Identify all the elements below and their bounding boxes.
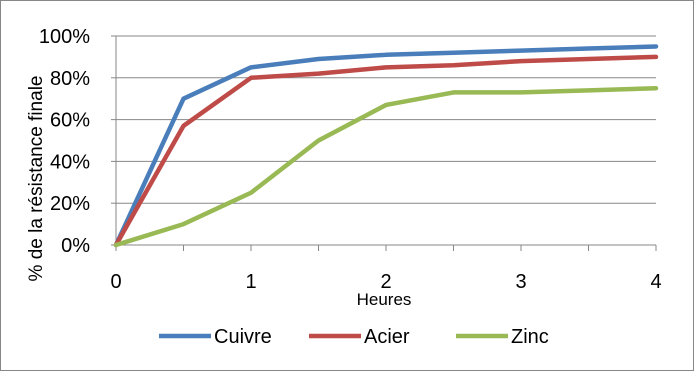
y-tick-label: 20% (50, 193, 90, 215)
y-tick-label: 80% (50, 68, 90, 90)
legend: Cuivre Acier Zinc (159, 326, 549, 348)
legend-label-cuivre: Cuivre (214, 326, 272, 348)
axes (111, 35, 657, 251)
legend-label-acier: Acier (364, 326, 410, 348)
x-tick-label: 1 (245, 271, 256, 293)
x-tick-label: 0 (110, 271, 121, 293)
y-tick-label: 0% (61, 235, 90, 257)
legend-label-zinc: Zinc (511, 326, 549, 348)
gridlines (116, 35, 656, 204)
x-tick-label: 4 (650, 271, 661, 293)
x-tick-label: 2 (380, 271, 391, 293)
y-tick-label: 60% (50, 110, 90, 132)
x-tick-labels: 0 1 2 3 4 (110, 271, 661, 293)
series-line-cuivre (113, 44, 659, 248)
x-tick-label: 3 (515, 271, 526, 293)
series-line-acier (113, 54, 659, 248)
series-lines (113, 44, 659, 248)
y-tick-label: 40% (50, 151, 90, 173)
x-axis-title: Heures (357, 290, 412, 309)
y-tick-labels: 0% 20% 40% 60% 80% 100% (39, 26, 90, 257)
y-axis-title: % de la résistance finale (26, 76, 47, 282)
series-line-zinc (113, 86, 659, 248)
y-tick-label: 100% (39, 26, 90, 48)
